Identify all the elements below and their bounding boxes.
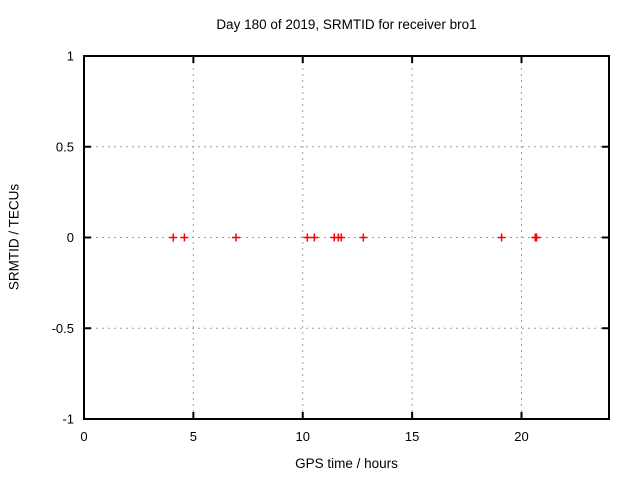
y-tick-label: -0.5 bbox=[52, 321, 74, 336]
y-axis-label: SRMTID / TECUs bbox=[6, 183, 22, 291]
x-tick-label: 0 bbox=[80, 429, 87, 444]
chart-title: Day 180 of 2019, SRMTID for receiver bro… bbox=[216, 17, 477, 32]
data-point-marker bbox=[359, 233, 368, 242]
data-point-marker bbox=[232, 233, 241, 242]
data-point-marker bbox=[532, 233, 541, 242]
data-point-marker bbox=[310, 233, 319, 242]
data-point-marker bbox=[497, 233, 506, 242]
x-tick-label: 20 bbox=[514, 429, 528, 444]
data-point-marker bbox=[169, 233, 178, 242]
y-tick-label: -1 bbox=[62, 412, 74, 427]
data-point-marker bbox=[303, 233, 312, 242]
y-tick-label: 0 bbox=[67, 230, 74, 245]
data-point-marker bbox=[337, 233, 346, 242]
y-tick-label: 1 bbox=[67, 49, 74, 64]
x-tick-label: 10 bbox=[296, 429, 310, 444]
data-point-marker bbox=[180, 233, 189, 242]
x-tick-label: 5 bbox=[190, 429, 197, 444]
x-tick-label: 15 bbox=[405, 429, 419, 444]
y-tick-label: 0.5 bbox=[56, 139, 74, 154]
x-axis-label: GPS time / hours bbox=[295, 456, 398, 471]
